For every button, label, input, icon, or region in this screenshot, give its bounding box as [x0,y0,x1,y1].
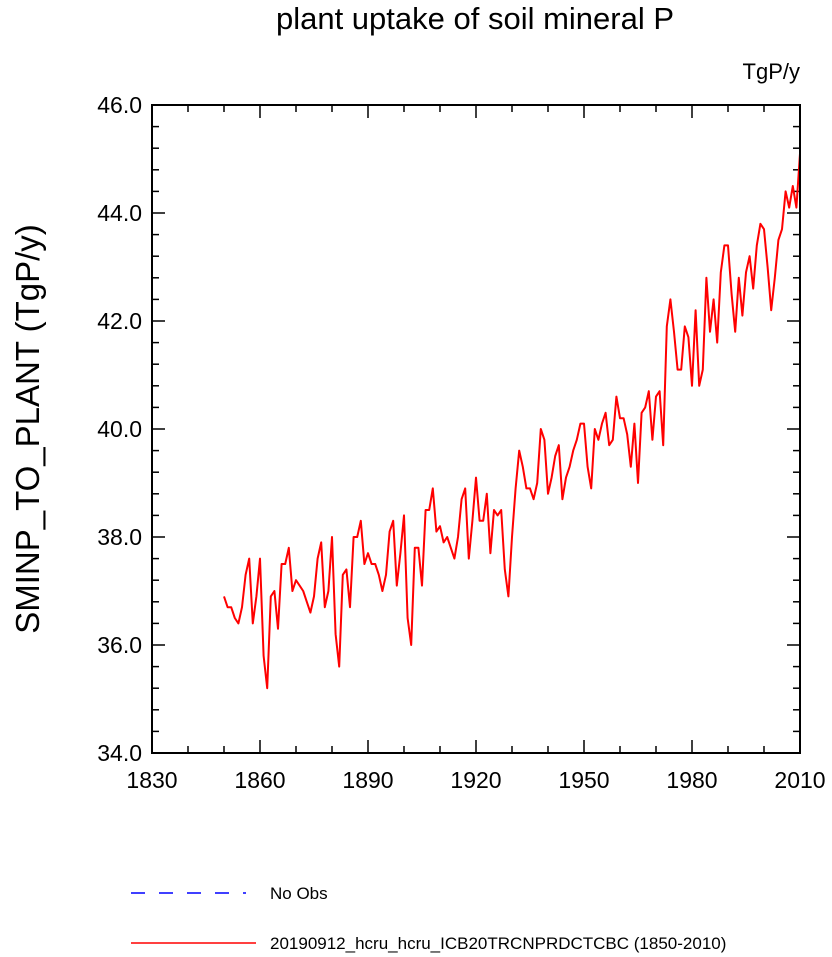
series-line [223,153,801,690]
legend-label-model: 20190912_hcru_hcru_ICB20TRCNPRDCTCBC (18… [270,934,726,953]
y-tick-label: 34.0 [97,740,142,766]
y-tick-label: 46.0 [97,92,142,118]
x-tick-label: 1950 [558,767,609,793]
y-tick-label: 38.0 [97,524,142,550]
axis-ticks [151,104,801,754]
y-axis-label: SMINP_TO_PLANT (TgP/y) [9,224,46,634]
series-layer [223,153,801,690]
x-tick-label: 1920 [450,767,501,793]
x-tick-label: 1980 [666,767,717,793]
x-tick-label: 1890 [342,767,393,793]
x-tick-label: 1830 [126,767,177,793]
plot-frame [151,104,801,754]
y-tick-label: 44.0 [97,200,142,226]
x-tick-label: 1860 [234,767,285,793]
y-tick-label: 36.0 [97,632,142,658]
y-tick-label: 40.0 [97,416,142,442]
units-label: TgP/y [743,59,800,84]
axis-tick-labels: 1830 1860 1890 1920 1950 1980 2010 34.0 36.0 38.0… [97,92,825,793]
y-tick-label: 42.0 [97,308,142,334]
legend-label-no-obs: No Obs [270,884,328,903]
legend: No Obs 20190912_hcru_hcru_ICB20TRCNPRDCT… [131,884,726,953]
chart-title: plant uptake of soil mineral P [276,1,674,36]
x-tick-label: 2010 [774,767,825,793]
